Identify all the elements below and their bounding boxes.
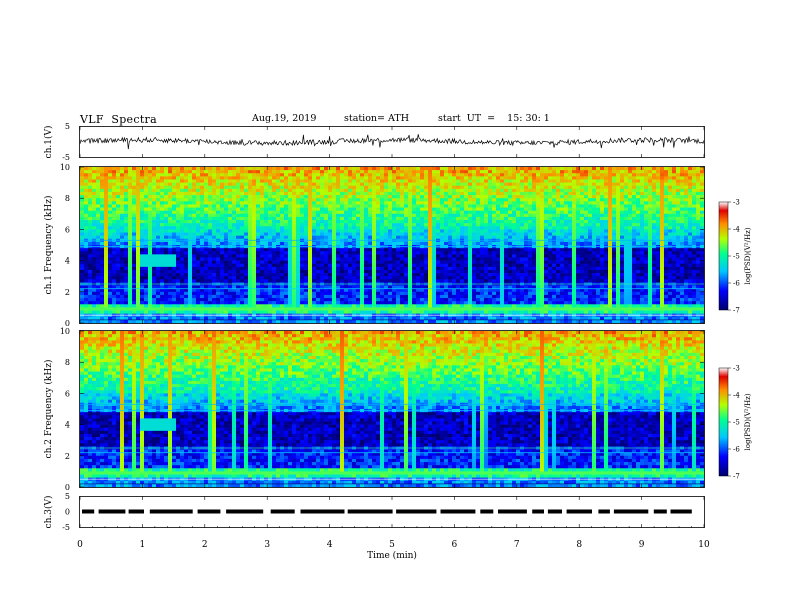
freq-tick-label: 10 bbox=[60, 163, 70, 172]
colorbar-tick-label: -4 bbox=[733, 226, 740, 234]
ch1-waveform-frame bbox=[79, 126, 705, 158]
start-time-label: start UT = 15: 30: 1 bbox=[438, 113, 550, 124]
colorbar-tick-label: -5 bbox=[733, 253, 740, 261]
ch2-colorbar bbox=[718, 367, 729, 477]
freq-tick-label: 0 bbox=[65, 319, 70, 328]
colorbar-tick-label: -7 bbox=[733, 473, 740, 481]
ch1-v-axis-label: ch.1(V) bbox=[43, 126, 54, 159]
freq-tick-label: 8 bbox=[65, 358, 70, 367]
x-tick-label: 6 bbox=[452, 540, 458, 550]
freq-tick-label: 4 bbox=[65, 421, 70, 430]
ch1-y-tick-label: -5 bbox=[62, 153, 70, 162]
colorbar-tick-label: -6 bbox=[733, 446, 740, 454]
x-tick-label: 5 bbox=[389, 540, 395, 550]
ch3-y-tick-label: 0 bbox=[65, 508, 70, 517]
colorbar-tick-label: -5 bbox=[733, 419, 740, 427]
ch3-y-tick-label: -5 bbox=[62, 523, 70, 532]
x-tick-label: 0 bbox=[77, 540, 83, 550]
freq-tick-label: 6 bbox=[65, 225, 70, 234]
ch1-waveform-trace bbox=[79, 134, 705, 150]
colorbar-tick-label: -4 bbox=[733, 392, 740, 400]
x-tick-label: 4 bbox=[327, 540, 333, 550]
freq-tick-label: 10 bbox=[60, 327, 70, 336]
freq-tick-label: 0 bbox=[65, 483, 70, 492]
x-tick-label: 3 bbox=[264, 540, 270, 550]
x-tick-label: 9 bbox=[639, 540, 645, 550]
ch3-v-axis-label: ch.3(V) bbox=[43, 496, 54, 529]
figure-title: VLF Spectra bbox=[80, 113, 157, 126]
colorbar-tick-label: -3 bbox=[733, 199, 740, 207]
ch3-y-tick-label: 5 bbox=[65, 492, 70, 501]
colorbar-tick-label: -7 bbox=[733, 307, 740, 315]
ch1-freq-axis-label: ch.1 Frequency (kHz) bbox=[43, 196, 54, 295]
ch2-freq-axis-label: ch.2 Frequency (kHz) bbox=[43, 360, 54, 459]
ch2-spectrogram bbox=[80, 331, 705, 488]
x-tick-label: 7 bbox=[514, 540, 520, 550]
colorbar-tick-label: -3 bbox=[733, 365, 740, 373]
ch2-colorbar-label: log(PSD)(V²/Hz) bbox=[744, 393, 752, 450]
station-label: station= ATH bbox=[344, 113, 409, 124]
colorbar-tick-label: -6 bbox=[733, 280, 740, 288]
x-tick-label: 1 bbox=[140, 540, 146, 550]
freq-tick-label: 4 bbox=[65, 257, 70, 266]
ch1-colorbar bbox=[718, 201, 729, 311]
colorbar-ticks: -3 -4 -5 -6 -7 -3 -4 -5 -6 -7 bbox=[728, 199, 740, 481]
freq-tick-label: 2 bbox=[65, 288, 70, 297]
time-axis-label: Time (min) bbox=[367, 550, 417, 561]
x-tick-label: 2 bbox=[202, 540, 208, 550]
freq-tick-label: 2 bbox=[65, 452, 70, 461]
date-label: Aug.19, 2019 bbox=[252, 113, 317, 124]
ch1-y-tick-label: 5 bbox=[65, 122, 70, 131]
ch1-colorbar-label: log(PSD)(V²/Hz) bbox=[744, 227, 752, 284]
x-tick-label: 10 bbox=[698, 540, 710, 550]
ch3-signal-trace bbox=[82, 509, 692, 514]
x-tick-label: 8 bbox=[576, 540, 582, 550]
ch1-spectrogram bbox=[80, 167, 705, 324]
freq-tick-label: 6 bbox=[65, 389, 70, 398]
freq-tick-label: 8 bbox=[65, 194, 70, 203]
